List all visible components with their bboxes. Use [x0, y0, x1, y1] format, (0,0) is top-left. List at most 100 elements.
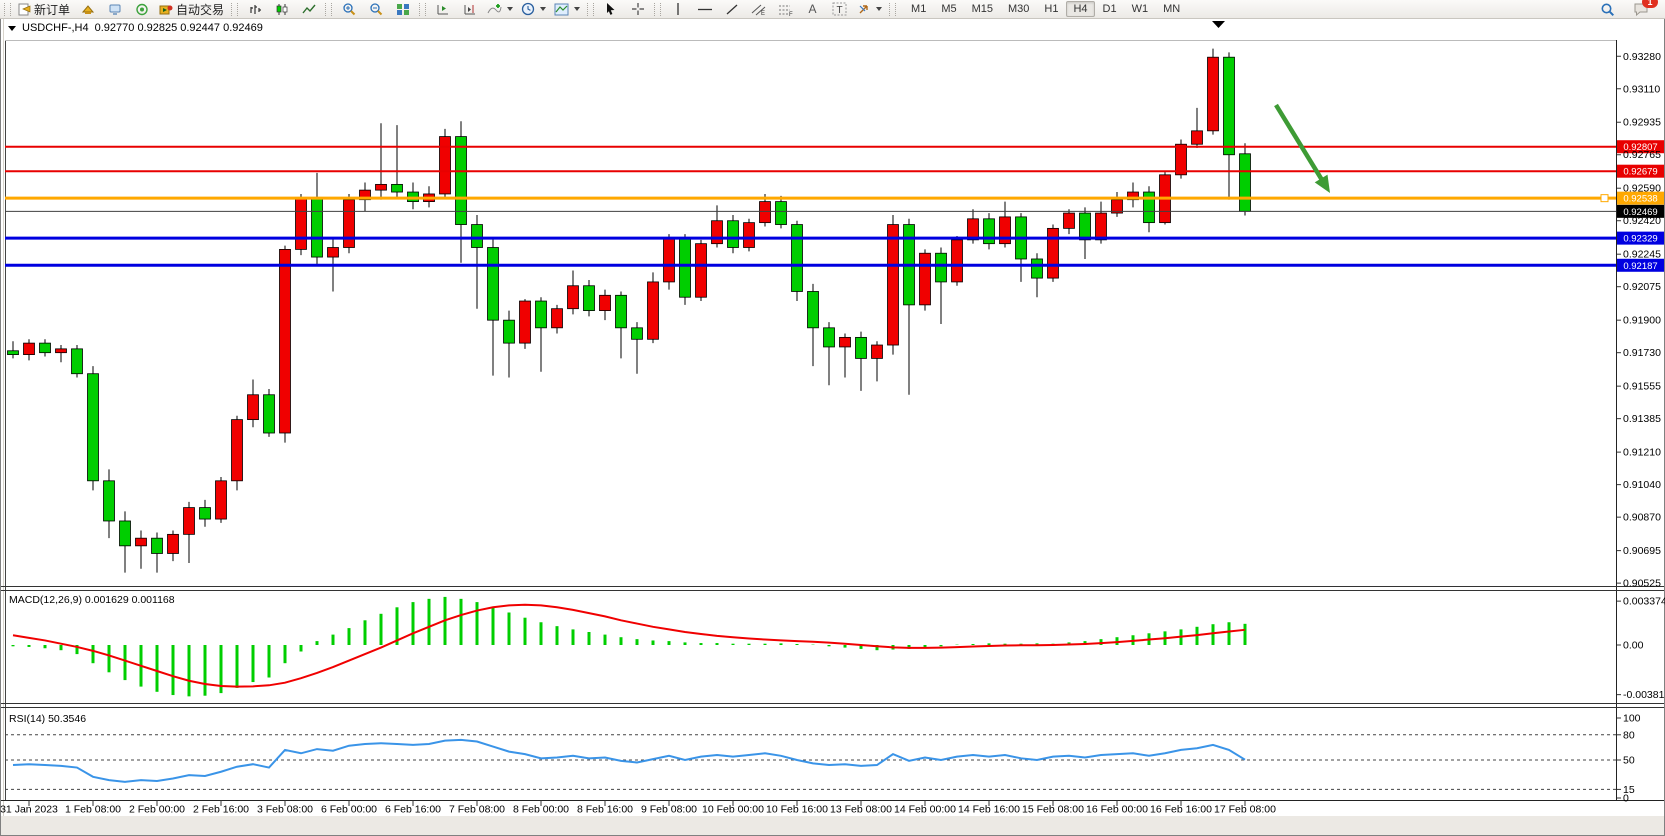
svg-text:0.92807: 0.92807 — [1623, 142, 1657, 153]
svg-text:31 Jan 2023: 31 Jan 2023 — [0, 804, 58, 816]
template-icon — [554, 3, 569, 16]
chart-shift-icon — [463, 3, 477, 16]
auto-scroll-button[interactable] — [430, 0, 455, 19]
svg-text:15 Feb 08:00: 15 Feb 08:00 — [1022, 804, 1084, 816]
svg-text:0.91210: 0.91210 — [1623, 447, 1661, 459]
equidistant-channel-button[interactable]: E — [746, 0, 771, 19]
fibonacci-button[interactable]: F — [773, 0, 798, 19]
line-chart-icon — [301, 3, 316, 16]
signals-button[interactable] — [129, 0, 154, 19]
candlestick-chart-button[interactable] — [269, 0, 294, 19]
toolbar-grip[interactable] — [654, 2, 662, 16]
fibonacci-icon: F — [778, 3, 793, 16]
horizontal-line-icon — [697, 3, 713, 16]
notification-badge: 1 — [1642, 0, 1658, 8]
chart-shift-button[interactable] — [457, 0, 482, 19]
svg-text:8 Feb 16:00: 8 Feb 16:00 — [577, 804, 633, 816]
periods-button[interactable] — [518, 0, 549, 19]
svg-text:10 Feb 00:00: 10 Feb 00:00 — [702, 804, 764, 816]
text-label-tool-button[interactable]: T — [827, 0, 852, 19]
collapse-icon[interactable] — [8, 25, 16, 31]
crosshair-icon — [631, 2, 645, 16]
toolbar: 新订单 自动交易 — [0, 0, 1665, 19]
community-button[interactable]: 1 — [1628, 0, 1658, 19]
toolbar-grip[interactable] — [325, 2, 333, 16]
market-watch-icon — [108, 3, 122, 16]
zoom-out-icon — [369, 2, 383, 16]
arrows-tool-icon — [857, 3, 871, 16]
trendline-button[interactable] — [719, 0, 744, 19]
svg-text:16 Feb 16:00: 16 Feb 16:00 — [1150, 804, 1212, 816]
templates-button[interactable] — [551, 0, 583, 19]
svg-text:10 Feb 16:00: 10 Feb 16:00 — [766, 804, 828, 816]
chart-frame — [0, 18, 1665, 836]
svg-text:0.92590: 0.92590 — [1623, 183, 1661, 195]
chart-title-bar: USDCHF-,H4 0.92770 0.92825 0.92447 0.924… — [8, 22, 263, 34]
equidistant-channel-icon: E — [751, 3, 766, 16]
search-icon — [1600, 2, 1615, 17]
tf-button-m30[interactable]: M30 — [1008, 3, 1030, 15]
line-handle — [1600, 194, 1609, 203]
tf-button-h4[interactable]: H4 — [1066, 1, 1095, 17]
svg-text:0.92329: 0.92329 — [1623, 234, 1657, 245]
svg-text:0.92420: 0.92420 — [1623, 215, 1661, 227]
arrows-tool-button[interactable] — [854, 0, 885, 19]
svg-text:0.93110: 0.93110 — [1623, 83, 1660, 95]
crosshair-button[interactable] — [625, 0, 650, 19]
svg-text:0.91385: 0.91385 — [1623, 413, 1661, 425]
svg-text:1 Feb 08:00: 1 Feb 08:00 — [65, 804, 121, 816]
horizontal-lines[interactable] — [5, 145, 1616, 267]
zoom-in-button[interactable] — [336, 0, 361, 19]
rsi-label: RSI(14) 50.3546 — [9, 713, 86, 725]
new-order-button[interactable]: 新订单 — [15, 0, 73, 19]
svg-text:0.92075: 0.92075 — [1623, 281, 1661, 293]
svg-text:0.92765: 0.92765 — [1623, 149, 1661, 161]
indicators-button[interactable] — [484, 0, 516, 19]
market-watch-button[interactable] — [102, 0, 127, 19]
toolbar-grip[interactable] — [231, 2, 239, 16]
svg-text:0.91730: 0.91730 — [1623, 347, 1661, 359]
vertical-line-button[interactable] — [665, 0, 690, 19]
svg-text:-0.003819: -0.003819 — [1623, 689, 1665, 701]
autotrade-button[interactable]: 自动交易 — [156, 0, 227, 19]
time-axis[interactable]: 31 Jan 2023 1 Feb 08:00 2 Feb 00:00 2 Feb 1… — [0, 800, 1276, 816]
svg-text:3 Feb 08:00: 3 Feb 08:00 — [257, 804, 313, 816]
navigator-button[interactable] — [75, 0, 100, 19]
tile-windows-button[interactable] — [390, 0, 415, 19]
chart-shift-marker[interactable] — [1212, 21, 1225, 28]
text-tool-button[interactable]: A — [800, 0, 825, 19]
tf-button-m15[interactable]: M15 — [971, 3, 993, 15]
svg-text:2 Feb 00:00: 2 Feb 00:00 — [129, 804, 185, 816]
trendline-icon — [725, 3, 739, 16]
price-axis[interactable]: 0.93280 0.93110 0.92935 0.92765 0.92590 0.924… — [1617, 51, 1661, 590]
bar-chart-button[interactable] — [242, 0, 267, 19]
toolbar-grip[interactable] — [419, 2, 427, 16]
toolbar-grip[interactable] — [4, 2, 11, 16]
tf-button-m5[interactable]: M5 — [941, 3, 957, 15]
tf-button-d1[interactable]: D1 — [1102, 3, 1117, 15]
tf-button-w1[interactable]: W1 — [1131, 3, 1149, 15]
svg-text:0.003374: 0.003374 — [1623, 596, 1665, 608]
svg-text:6 Feb 16:00: 6 Feb 16:00 — [385, 804, 441, 816]
toolbar-grip[interactable] — [889, 2, 897, 16]
tf-button-h1[interactable]: H1 — [1044, 3, 1059, 15]
zoom-out-button[interactable] — [363, 0, 388, 19]
toolbar-grip[interactable] — [587, 2, 595, 16]
svg-text:0.92245: 0.92245 — [1623, 249, 1661, 261]
line-chart-button[interactable] — [296, 0, 321, 19]
cursor-button[interactable] — [598, 0, 623, 19]
rsi-panel[interactable]: 100 80 50 150 RSI(14) 50.3546 — [5, 713, 1641, 805]
new-order-label: 新订单 — [34, 2, 71, 17]
svg-text:7 Feb 08:00: 7 Feb 08:00 — [449, 804, 505, 816]
macd-panel[interactable]: 0.003374 0.00 -0.003819 MACD(12,26,9) 0.001… — [9, 594, 1665, 701]
tf-button-m1[interactable]: M1 — [911, 3, 927, 15]
horizontal-line-button[interactable] — [692, 0, 717, 19]
auto-scroll-icon — [436, 3, 450, 16]
svg-text:8 Feb 00:00: 8 Feb 00:00 — [513, 804, 569, 816]
window-bottom-strip — [1, 817, 1664, 835]
arrow-annotation[interactable] — [1274, 103, 1330, 193]
tf-button-mn[interactable]: MN — [1163, 3, 1181, 15]
search-button[interactable] — [1595, 0, 1620, 19]
signals-icon — [135, 3, 149, 16]
